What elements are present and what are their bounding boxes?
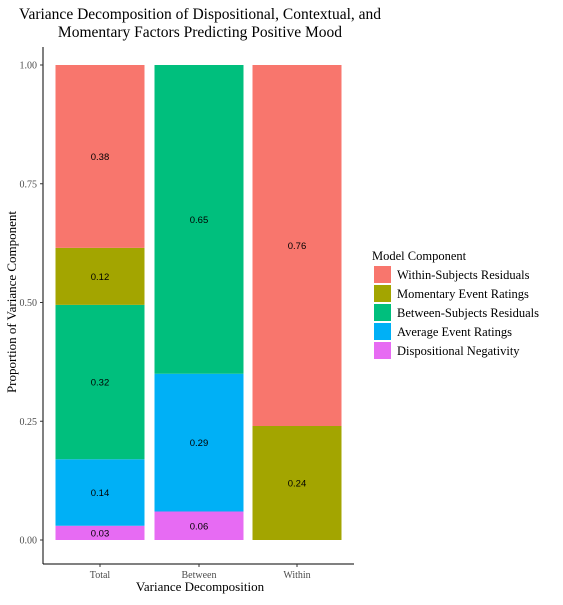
bar-segment-between-dispositional-negativity	[154, 511, 244, 540]
bar-segment-within-within-subjects-residuals	[252, 65, 342, 426]
legend-swatch	[374, 304, 391, 321]
x-axis-ticks: Total Between Within	[90, 564, 311, 581]
x-axis-title: Variance Decomposition	[136, 579, 265, 594]
legend-swatch	[374, 285, 391, 302]
data-label: 0.38	[91, 152, 110, 163]
legend-swatch	[374, 266, 391, 283]
bar-segment-between-average-event-ratings	[154, 373, 244, 512]
x-tick-label: Between	[182, 570, 217, 581]
x-tick-label: Within	[283, 570, 310, 581]
chart-title-line-2: Momentary Factors Predicting Positive Mo…	[58, 24, 342, 41]
bar-segment-between-between-subjects-residuals	[154, 65, 244, 374]
y-tick-label: 0.50	[20, 298, 38, 309]
y-tick-label: 0.00	[20, 536, 38, 547]
bar-segment-total-momentary-event-ratings	[55, 247, 145, 305]
data-label: 0.24	[288, 479, 307, 490]
y-tick-label: 1.00	[20, 61, 38, 72]
legend-label: Average Event Ratings	[397, 325, 512, 339]
legend-label: Within-Subjects Residuals	[397, 268, 530, 282]
y-tick-label: 0.25	[20, 417, 38, 428]
data-label: 0.65	[190, 215, 209, 226]
bar-segment-within-momentary-event-ratings	[252, 426, 342, 540]
legend-swatch	[374, 342, 391, 359]
y-axis-title: Proportion of Variance Component	[4, 211, 19, 393]
y-tick-label: 0.75	[20, 179, 38, 190]
data-label: 0.03	[91, 528, 110, 539]
data-label: 0.76	[288, 241, 307, 252]
legend: Model Component Within-Subjects Residual…	[372, 249, 539, 359]
legend-title: Model Component	[372, 249, 467, 263]
legend-label: Between-Subjects Residuals	[397, 306, 539, 320]
x-tick-label: Total	[90, 570, 111, 581]
data-label: 0.32	[91, 378, 110, 389]
y-axis-ticks: 0.00 0.25 0.50 0.75 1.00	[20, 61, 43, 547]
legend-swatch	[374, 323, 391, 340]
bar-segment-total-dispositional-negativity	[55, 525, 145, 540]
bar-segment-total-within-subjects-residuals	[55, 65, 145, 248]
plot-area: 0.03 0.14 0.32 0.12 0.38 0.06 0.29 0.65 0.24 0.76	[55, 65, 342, 540]
data-label: 0.29	[190, 438, 209, 449]
bar-segment-total-average-event-ratings	[55, 459, 145, 526]
chart-title-line-1: Variance Decomposition of Dispositional,…	[19, 6, 381, 23]
legend-label: Momentary Event Ratings	[397, 287, 529, 301]
legend-label: Dispositional Negativity	[397, 344, 520, 358]
bar-segment-total-between-subjects-residuals	[55, 304, 145, 460]
data-label: 0.12	[91, 272, 110, 283]
data-label: 0.06	[190, 521, 209, 532]
data-label: 0.14	[91, 488, 110, 499]
